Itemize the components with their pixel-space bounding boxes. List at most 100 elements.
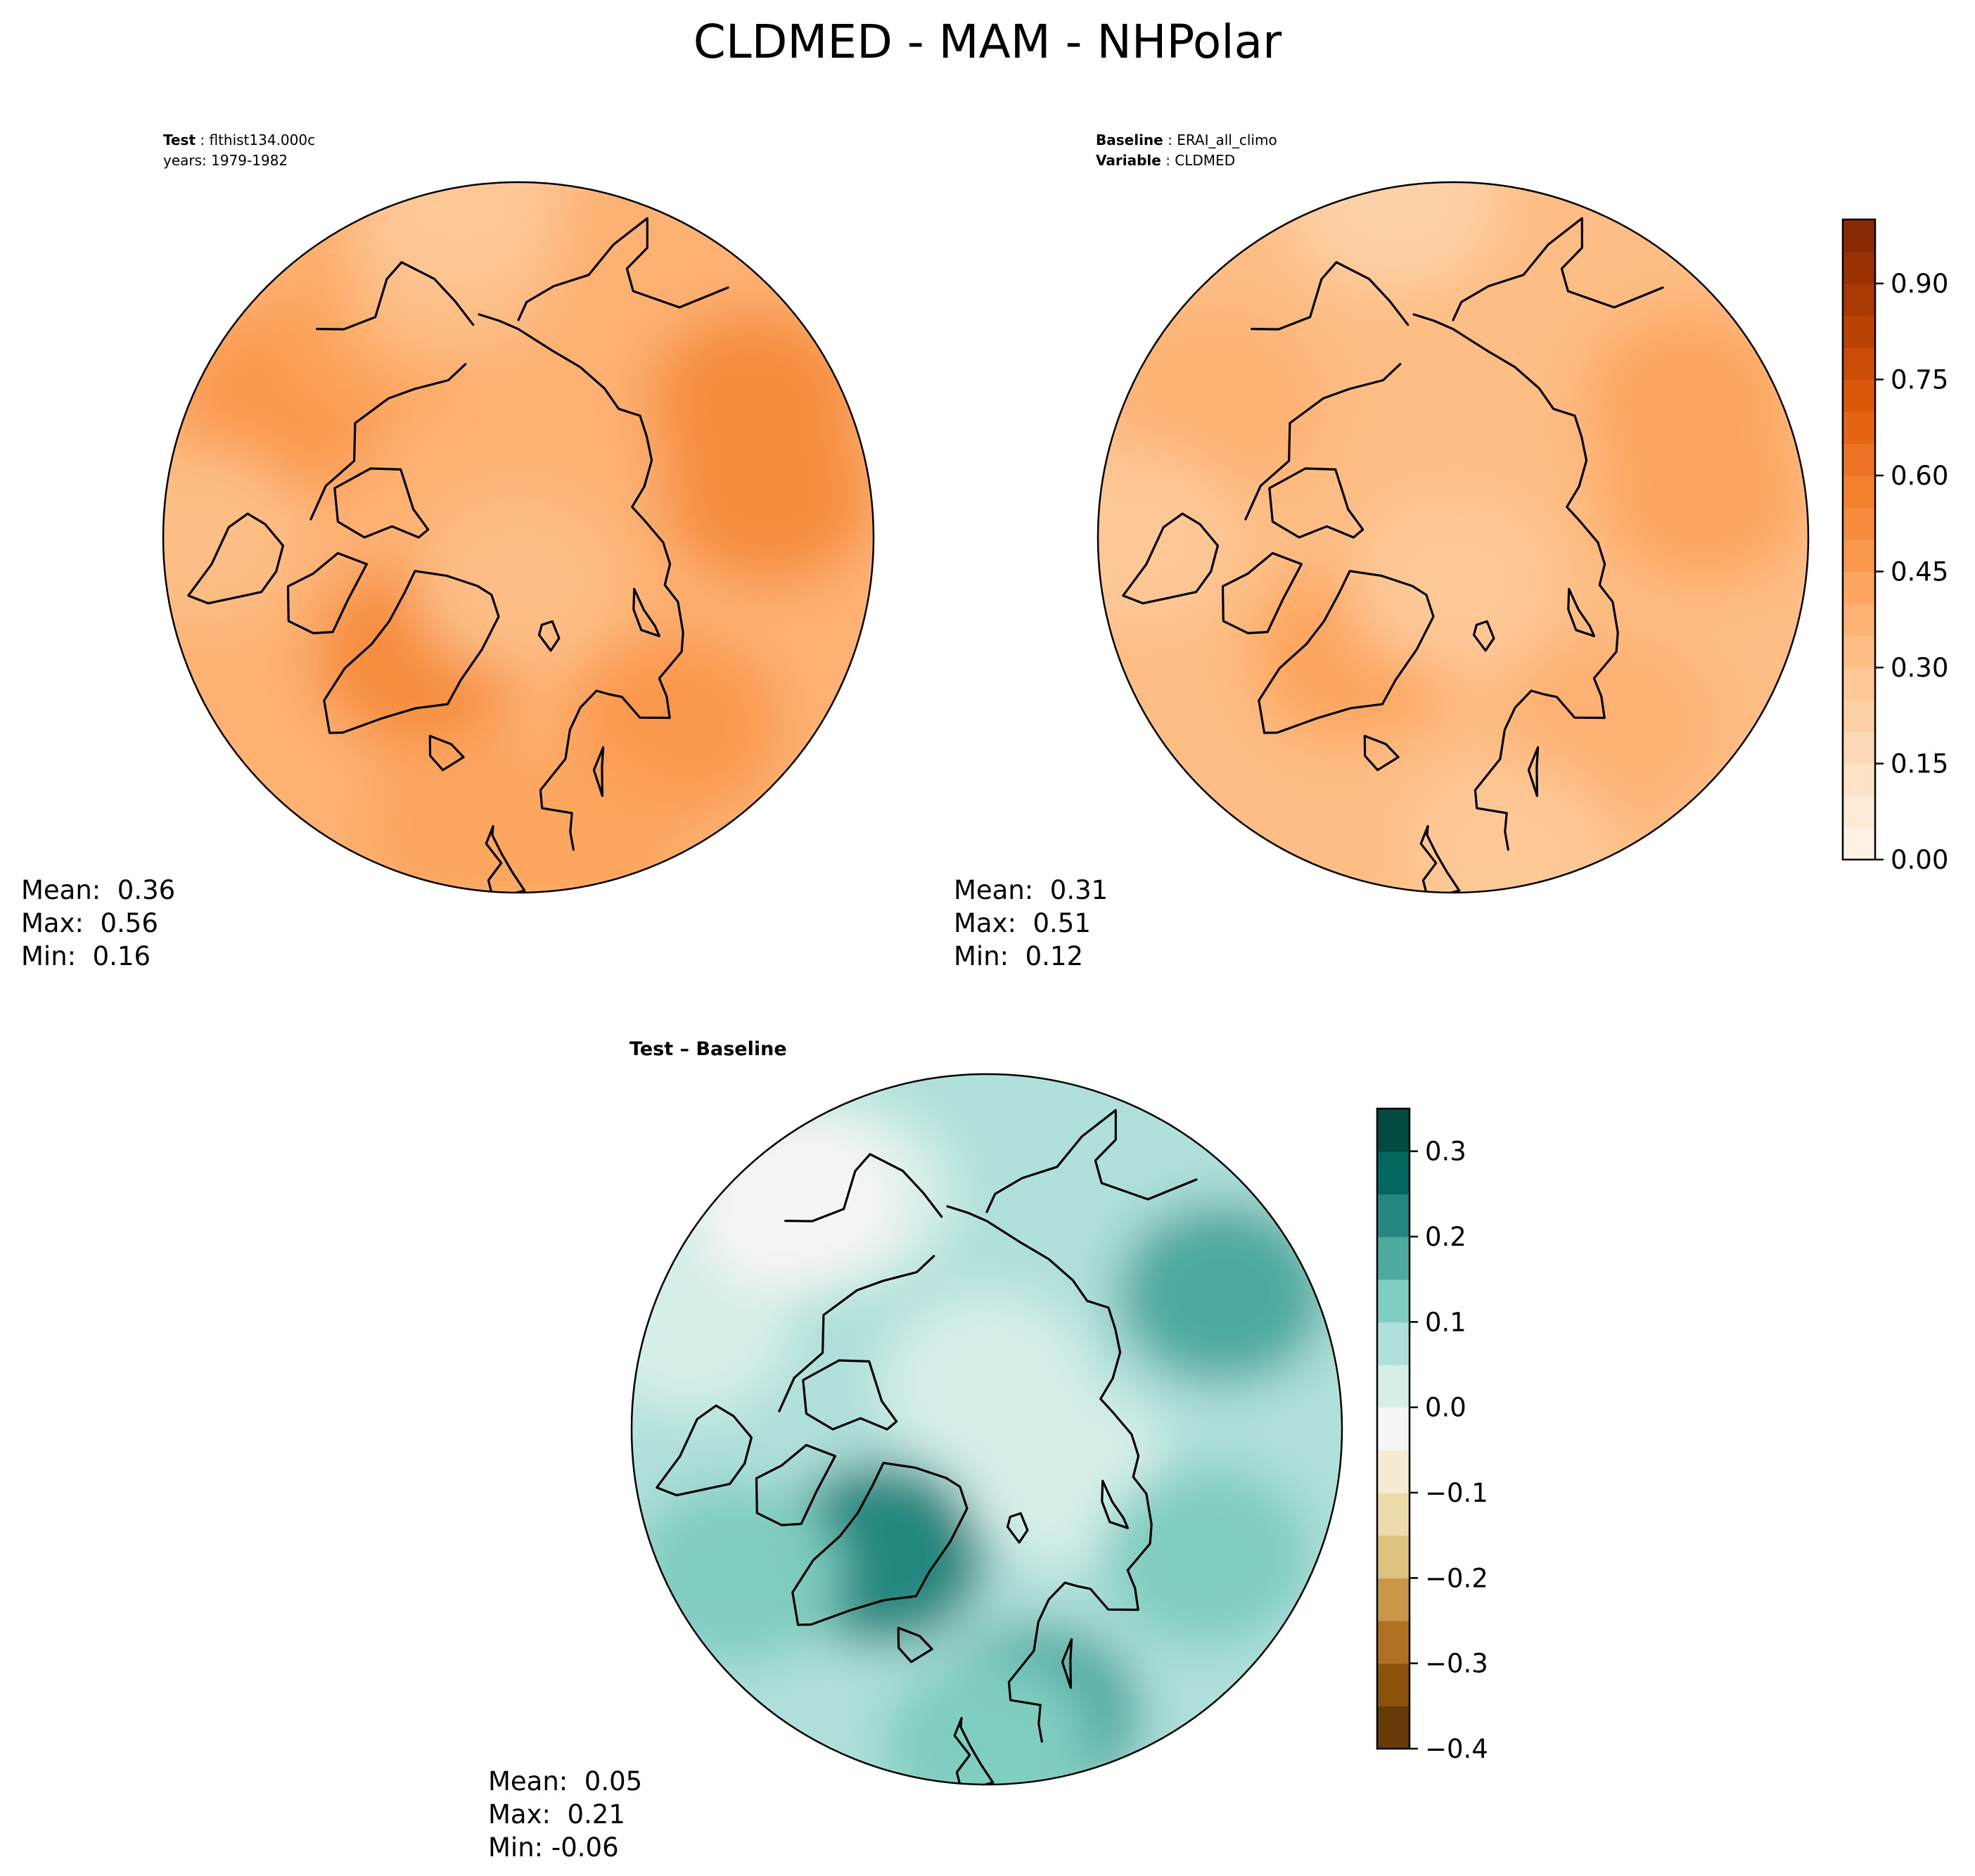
colorbar-band [1843,668,1875,701]
test-header-sep-1: : [196,132,209,148]
difference-map [630,1073,1343,1786]
test-stat-min: Min: 0.16 [21,941,151,971]
baseline-stat-mean: Mean: 0.31 [954,875,1108,905]
colorbar-band [1843,411,1875,445]
colorbar-tick-label: −0.2 [1425,1563,1488,1593]
coastline-1 [478,313,684,851]
colorbar-tick-label: 0.2 [1425,1222,1466,1252]
coastline-12 [985,1109,1198,1213]
colorbar-band [1843,763,1875,796]
coastline-0 [485,824,526,893]
colorbar-band [1377,1450,1410,1493]
colorbar-band [1843,699,1875,732]
test-coastlines [187,217,729,893]
coastline-2 [1061,1638,1073,1689]
coastline-3 [897,1626,933,1664]
colorbar-tick-label: −0.3 [1425,1649,1488,1679]
colorbar-band [1843,283,1875,317]
colorbar-band [1377,1407,1410,1450]
colorbar-band [1377,1109,1410,1152]
baseline-header-sep-1: : [1163,132,1177,148]
baseline-field [1098,182,1808,893]
coastline-12 [1452,217,1664,321]
coastline-9 [187,512,284,605]
test-header-label-1: Test [163,132,196,148]
colorbar-band [1377,1237,1410,1280]
colorbar-tick-label: 0.90 [1891,269,1948,299]
test-header-line-2: years: 1979-1982 [163,152,288,169]
coastline-1 [1412,313,1619,851]
coastline-8 [755,1443,836,1526]
colorbar-band [1377,1706,1410,1749]
test-field [163,182,874,893]
colorbar-band [1377,1151,1410,1194]
coastline-7 [802,1359,898,1431]
baseline-header-value-1: ERAI_all_climo [1177,132,1277,148]
coastline-8 [1221,551,1303,634]
colorbar-band [1843,219,1875,253]
coastline-6 [1101,1479,1129,1529]
difference-stat-min: Min: -0.06 [488,1832,619,1863]
colorbar-band [1377,1365,1410,1408]
colorbar-band [1843,635,1875,668]
difference-header: Test – Baseline [629,1038,787,1060]
coastline-7 [1268,467,1364,539]
colorbar-tick-label: 0.3 [1425,1137,1466,1167]
field-region-0 [1116,1201,1328,1385]
test-header-value-2: years: 1979-1982 [163,152,288,169]
difference-coastlines [656,1109,1198,1785]
coastline-9 [1122,512,1219,605]
colorbar-band [1843,443,1875,476]
colorbar-tick-label: −0.4 [1425,1734,1488,1764]
colorbar-band [1843,827,1875,860]
difference-stat-mean: Mean: 0.05 [488,1766,642,1797]
field-region-9 [163,446,307,629]
colorbar-band [1843,315,1875,348]
baseline-coastlines [1122,217,1664,893]
colorbar-sequential-ticks: 0.00 0.15 0.30 0.45 0.60 0.75 0.90 [1875,269,1948,875]
colorbar-tick-label: 0.30 [1891,653,1948,683]
coastline-0 [953,1716,995,1785]
field-region-1 [648,310,859,493]
field-region-11 [353,182,565,291]
panel-baseline: Baseline : ERAI_all_climo Variable : CLD… [954,132,1810,971]
colorbar-band [1843,476,1875,509]
colorbar-band [1377,1621,1410,1664]
coastline-4 [1258,570,1435,734]
difference-stat-max: Max: 0.21 [488,1799,625,1830]
test-header-value-1: flthist134.000c [209,132,315,148]
coastline-11 [316,261,475,331]
coastline-3 [1363,734,1400,772]
difference-field [632,1074,1342,1785]
test-map-boundary [162,181,875,894]
baseline-header-label-1: Baseline [1096,132,1163,148]
colorbar-tick-label: 0.60 [1891,461,1948,491]
colorbar-band [1843,604,1875,637]
baseline-header-sep-2: : [1161,152,1175,169]
field-region-2 [881,1654,1092,1785]
panel-test: Test : flthist134.000c years: 1979-1982 … [21,132,875,971]
coastline-9 [656,1404,753,1497]
field-region-4 [1112,310,1324,493]
panel-difference: Test – Baseline Mean: 0.05 Max: 0.21 Min… [488,1038,1343,1863]
coastline-2 [1527,746,1540,797]
colorbar-diverging-bands [1377,1109,1410,1749]
baseline-header-line-2: Variable : CLDMED [1096,152,1235,169]
field-region-8 [1098,446,1242,629]
baseline-header-label-2: Variable [1096,152,1161,169]
coastline-7 [333,467,430,539]
test-map [162,181,875,894]
baseline-stat-min: Min: 0.12 [954,941,1083,971]
test-stat-max: Max: 0.56 [21,908,158,938]
field-region-1 [1583,310,1794,493]
coastline-0 [1419,824,1461,893]
colorbar-band [1377,1279,1410,1322]
baseline-map-boundary [1097,181,1810,894]
coastline-11 [1251,261,1410,331]
test-header-line-1: Test : flthist134.000c [163,132,315,148]
colorbar-tick-label: 0.0 [1425,1393,1466,1423]
colorbar-diverging: −0.4 −0.3 −0.2 −0.1 0.0 0.1 0.2 0.3 [1376,1107,1488,1764]
colorbar-sequential-frame [1841,218,1877,861]
coastline-6 [632,587,660,637]
